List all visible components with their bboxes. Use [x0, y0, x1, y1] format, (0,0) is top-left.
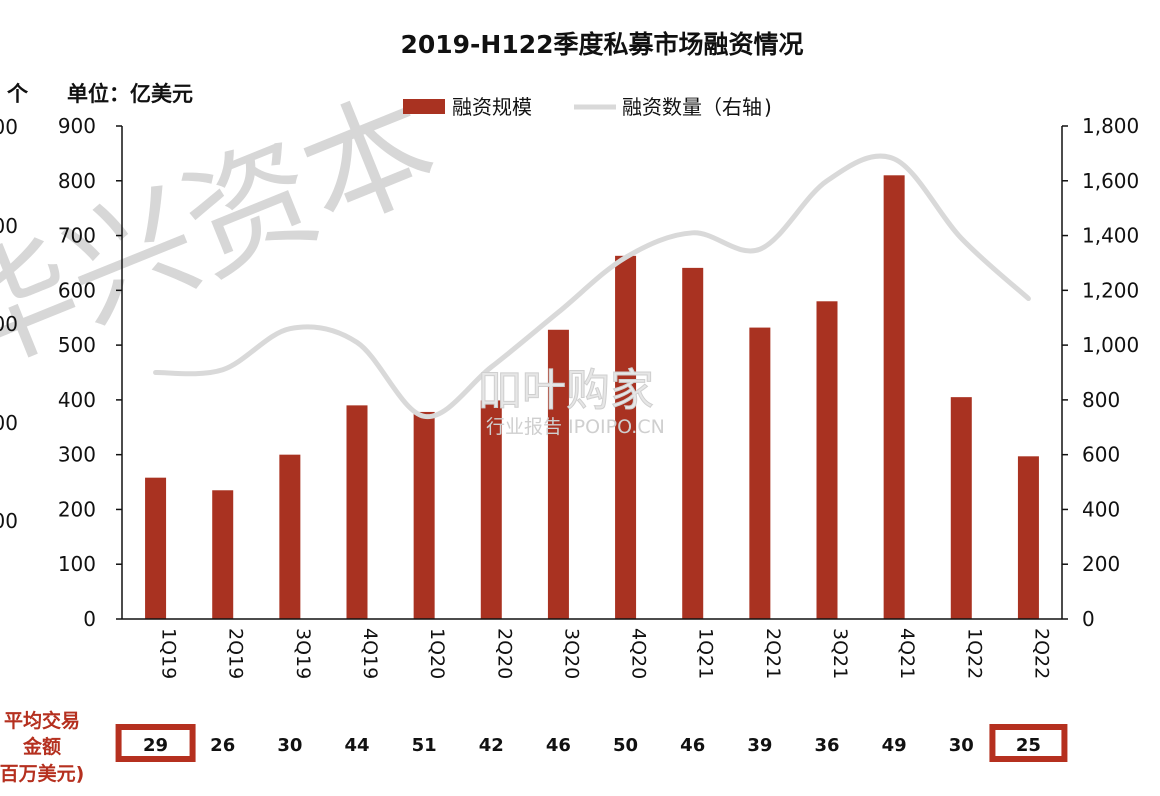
avg-value: 49: [882, 735, 907, 756]
bar: [950, 397, 972, 619]
avg-value: 25: [1016, 735, 1041, 756]
far-left-partial-axis: 00000000000: [0, 115, 18, 533]
left-axis-tick-label: 400: [58, 388, 96, 412]
left-axis-tick-label: 200: [58, 497, 96, 521]
line-series: [153, 153, 1031, 419]
legend-label-bar: 融资规模: [452, 95, 532, 119]
left-axis-tick-label: 500: [58, 333, 96, 357]
bar: [615, 255, 637, 619]
legend-label-line-text: 融资数量（右轴: [622, 95, 762, 119]
watermark-logo: 吅叶购家 行业报告 IPOIPO.CN: [478, 365, 665, 439]
avg-row-label-line1: 平均交易: [4, 709, 80, 732]
left-axis: 0 100 200 300 400 500 600 700 800 900: [58, 114, 123, 631]
avg-value: 50: [613, 735, 638, 756]
right-axis-tick-label: 200: [1082, 552, 1120, 576]
avg-row-label-line3: 百万美元): [0, 762, 84, 785]
x-axis-category-label: 3Q20: [560, 628, 582, 679]
right-axis-tick-label: 800: [1082, 388, 1120, 412]
far-left-tick-label: 00: [0, 312, 18, 336]
left-axis-tick-label: 0: [83, 607, 96, 631]
right-axis-tick-label: 1,600: [1082, 169, 1139, 193]
avg-value: 30: [949, 735, 974, 756]
avg-value: 51: [412, 735, 437, 756]
right-axis-tick-label: 1,400: [1082, 224, 1139, 248]
avg-highlight-box: [115, 724, 196, 762]
far-left-tick-label: 00: [0, 411, 18, 435]
bar: [749, 327, 771, 619]
x-axis-category-label: 2Q19: [225, 628, 247, 679]
far-left-tick-label: 000: [0, 115, 18, 139]
bar: [480, 400, 502, 619]
right-axis-tick-label: 600: [1082, 443, 1120, 467]
x-axis-category-label: 4Q20: [628, 628, 650, 679]
far-left-tick-label: 00: [0, 214, 18, 238]
right-axis-tick-label: 1,800: [1082, 114, 1139, 138]
right-axis: 0 200 400 600 800 1,000 1,200 1,400 1,600 1,800: [1061, 114, 1139, 631]
bar: [413, 411, 435, 619]
x-axis-category-label: 3Q21: [829, 628, 851, 679]
avg-value: 26: [210, 735, 235, 756]
legend-label-line: 融资数量（右轴): [622, 95, 772, 119]
watermark-logo-text: 吅叶购家: [478, 365, 654, 416]
right-axis-tick-label: 400: [1082, 497, 1120, 521]
legend: 融资规模 融资数量（右轴): [403, 95, 772, 119]
bar: [212, 490, 234, 619]
x-axis-category-label: 2Q22: [1030, 628, 1052, 679]
watermark-logo-sub: 行业报告 IPOIPO.CN: [486, 416, 665, 438]
right-axis-tick-label: 1,000: [1082, 333, 1139, 357]
left-axis-unit-label: 个: [7, 82, 29, 106]
avg-value: 42: [479, 735, 504, 756]
avg-value: 46: [680, 735, 705, 756]
avg-row-label: 平均交易 金额 百万美元): [0, 709, 84, 785]
bar: [346, 405, 368, 619]
left-axis-tick-label: 100: [58, 552, 96, 576]
bar: [1017, 456, 1039, 619]
bar: [279, 454, 301, 619]
chart-title: 2019-H122季度私募市场融资情况: [400, 30, 803, 59]
x-axis-category-label: 1Q19: [158, 628, 180, 679]
right-axis-tick-label: 0: [1082, 607, 1095, 631]
far-left-tick-label: 00: [0, 509, 18, 533]
x-axis-category-label: 2Q21: [762, 628, 784, 679]
left-axis-tick-label: 800: [58, 169, 96, 193]
bar: [816, 301, 838, 619]
x-axis-category-label: 4Q21: [896, 628, 918, 679]
x-axis-category-label: 1Q22: [963, 628, 985, 679]
x-axis-categories: 1Q19 2Q19 3Q19 4Q19 1Q20 2Q20 3Q20 4Q20 1Q21 2Q21…: [158, 628, 1053, 679]
avg-value: 46: [546, 735, 571, 756]
x-axis-category-label: 1Q21: [695, 628, 717, 679]
x-axis-category-label: 3Q19: [292, 628, 314, 679]
unit-label: 单位：亿美元: [67, 82, 193, 106]
left-axis-tick-label: 900: [58, 114, 96, 138]
legend-swatch-bar: [403, 99, 445, 114]
left-axis-tick-label: 300: [58, 443, 96, 467]
bar-series: [145, 175, 1039, 620]
left-axis-tick-label: 700: [58, 224, 96, 248]
avg-row-label-line2: 金额: [22, 735, 61, 758]
avg-value: 44: [344, 735, 369, 756]
bar: [547, 329, 569, 619]
bar: [145, 477, 167, 619]
avg-highlight-box: [989, 724, 1068, 762]
right-axis-tick-label: 1,200: [1082, 278, 1139, 302]
x-axis-category-label: 4Q19: [359, 628, 381, 679]
x-axis-category-label: 1Q20: [426, 628, 448, 679]
bar: [682, 267, 704, 619]
avg-row-values: 29 26 30 44 51 42 46 50 46 39 36 49 30 25: [115, 724, 1068, 762]
avg-value: 30: [277, 735, 302, 756]
bar: [883, 175, 905, 620]
avg-value: 39: [747, 735, 772, 756]
left-axis-tick-label: 600: [58, 278, 96, 302]
avg-value: 29: [143, 735, 168, 756]
x-axis-category-label: 2Q20: [493, 628, 515, 679]
avg-value: 36: [814, 735, 839, 756]
